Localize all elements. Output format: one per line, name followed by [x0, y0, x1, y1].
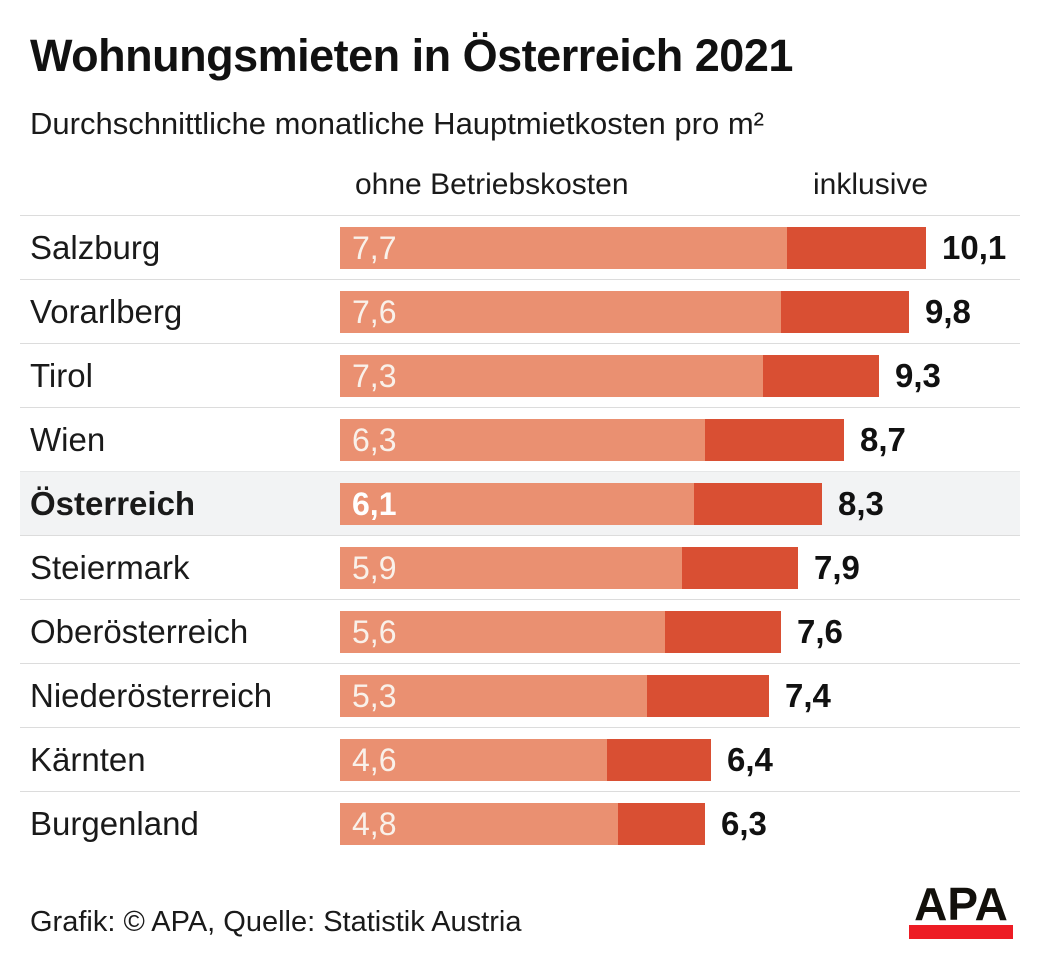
apa-logo-red-bar — [909, 925, 1013, 939]
apa-logo: APA — [908, 878, 1014, 939]
bar-ohne-betriebskosten-segment: 5,3 — [340, 675, 647, 717]
bar-value-inklusive: 6,4 — [727, 741, 773, 778]
bar-ohne-betriebskosten-segment: 4,8 — [340, 803, 618, 845]
table-row: Kärnten 4,6 6,4 — [20, 727, 1020, 791]
apa-logo-text: APA — [914, 878, 1008, 930]
table-row: Burgenland 4,8 6,3 — [20, 791, 1020, 855]
page-title: Wohnungsmieten in Österreich 2021 — [30, 30, 793, 81]
bar: 4,6 6,4 — [340, 739, 773, 781]
row-label: Oberösterreich — [30, 612, 249, 650]
bar-value-inklusive: 10,1 — [942, 229, 1007, 266]
bar: 5,6 7,6 — [340, 611, 843, 653]
bar-value-inklusive: 9,8 — [925, 293, 971, 330]
bar-ohne-betriebskosten-segment: 7,7 — [340, 227, 787, 269]
row-label: Salzburg — [30, 228, 161, 266]
table-row: Tirol 7,3 9,3 — [20, 343, 1020, 407]
bar: 6,1 8,3 — [340, 483, 884, 525]
bar-inklusive-segment — [694, 483, 822, 525]
table-row: Niederösterreich 5,3 7,4 — [20, 663, 1020, 727]
table-row: Österreich 6,1 8,3 — [20, 471, 1020, 535]
column-header-inklusive: inklusive — [813, 168, 929, 201]
bar-inklusive-segment — [665, 611, 781, 653]
bar: 6,3 8,7 — [340, 419, 906, 461]
row-label: Niederösterreich — [30, 676, 273, 714]
row-label: Steiermark — [30, 548, 190, 586]
bar: 7,7 10,1 — [340, 227, 1006, 269]
bar-inklusive-segment — [781, 291, 909, 333]
bar-inklusive-segment — [705, 419, 844, 461]
bar-inklusive-segment — [618, 803, 705, 845]
bar-value-inklusive: 6,3 — [721, 805, 767, 842]
bar-ohne-betriebskosten-segment: 5,9 — [340, 547, 682, 589]
bar-inklusive-segment — [682, 547, 798, 589]
table-row: Vorarlberg 7,6 9,8 — [20, 279, 1020, 343]
row-label: Wien — [30, 420, 106, 458]
bar: 7,6 9,8 — [340, 291, 971, 333]
bar-value-inklusive: 7,9 — [814, 549, 860, 586]
row-label: Vorarlberg — [30, 292, 183, 330]
bar-ohne-betriebskosten-segment: 5,6 — [340, 611, 665, 653]
row-label: Burgenland — [30, 804, 199, 842]
table-row: Wien 6,3 8,7 — [20, 407, 1020, 471]
bar: 4,8 6,3 — [340, 803, 767, 845]
page-subtitle: Durchschnittliche monatliche Hauptmietko… — [30, 106, 764, 141]
bar-ohne-betriebskosten-segment: 7,6 — [340, 291, 781, 333]
bar-value-inklusive: 8,7 — [860, 421, 906, 458]
bar-ohne-betriebskosten-segment: 6,1 — [340, 483, 694, 525]
row-label: Tirol — [30, 356, 93, 394]
footer-credit: Grafik: © APA, Quelle: Statistik Austria — [30, 906, 522, 938]
bar: 7,3 9,3 — [340, 355, 941, 397]
bar-ohne-betriebskosten-segment: 6,3 — [340, 419, 705, 461]
bar: 5,9 7,9 — [340, 547, 860, 589]
bar-ohne-betriebskosten-segment: 7,3 — [340, 355, 763, 397]
row-label: Kärnten — [30, 740, 146, 778]
table-row: Oberösterreich 5,6 7,6 — [20, 599, 1020, 663]
table-row: Steiermark 5,9 7,9 — [20, 535, 1020, 599]
column-header-ohne-betriebskosten: ohne Betriebskosten — [355, 168, 629, 201]
bar-inklusive-segment — [607, 739, 711, 781]
row-label: Österreich — [30, 484, 196, 522]
bar-inklusive-segment — [763, 355, 879, 397]
bar-value-inklusive: 7,4 — [785, 677, 831, 714]
bar-value-inklusive: 9,3 — [895, 357, 941, 394]
table-row: Salzburg 7,7 10,1 — [20, 215, 1020, 279]
bar: 5,3 7,4 — [340, 675, 831, 717]
bar-inklusive-segment — [787, 227, 926, 269]
column-headers: ohne Betriebskosten inklusive — [0, 168, 1040, 204]
bar-value-inklusive: 7,6 — [797, 613, 843, 650]
bar-chart: Salzburg 7,7 10,1 Vorarlberg 7,6 9,8 Tir… — [20, 215, 1020, 855]
bar-ohne-betriebskosten-segment: 4,6 — [340, 739, 607, 781]
bar-value-inklusive: 8,3 — [838, 485, 884, 522]
bar-inklusive-segment — [647, 675, 769, 717]
